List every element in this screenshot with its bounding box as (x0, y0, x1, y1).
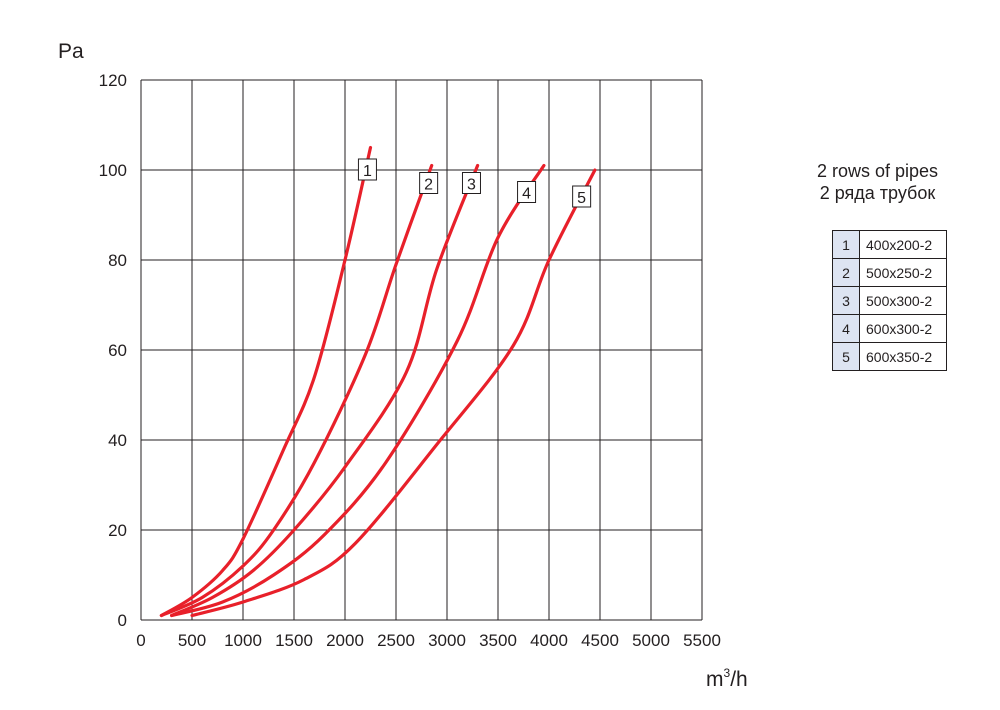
curve-label-3: 3 (461, 172, 481, 194)
series-line-5 (190, 168, 597, 618)
x-tick-label: 0 (136, 631, 145, 650)
curve-label-1: 1 (357, 158, 377, 181)
legend-title-block: 2 rows of pipes 2 ряда трубок (790, 160, 965, 204)
x-tick-label: 3500 (479, 631, 517, 650)
legend-row-number: 3 (832, 286, 860, 315)
y-tick-label: 100 (99, 161, 127, 180)
x-tick-label: 4000 (530, 631, 568, 650)
legend-title-en: 2 rows of pipes (816, 161, 939, 181)
curve-label-box (461, 172, 481, 194)
curve-label-2: 2 (419, 172, 439, 194)
series-line-3 (170, 163, 480, 618)
x-tick-label: 1000 (224, 631, 262, 650)
y-axis-title: Pa (58, 40, 84, 63)
y-tick-label: 0 (118, 611, 127, 630)
curve-label-text: 3 (467, 177, 476, 194)
legend-row-number: 2 (832, 258, 860, 287)
curve-labels: 1 2 3 4 5 (357, 158, 592, 208)
curve-label-box (357, 158, 377, 181)
x-tick-label: 5500 (683, 631, 721, 650)
x-tick-label: 4500 (581, 631, 619, 650)
y-tick-label: 120 (99, 71, 127, 90)
x-tick-label: 2000 (326, 631, 364, 650)
legend-row-size: 600x300-2 (859, 314, 947, 343)
x-tick-label: 5000 (632, 631, 670, 650)
legend-row-number: 1 (832, 230, 860, 259)
x-tick-label: 500 (178, 631, 206, 650)
curve-label-box (572, 185, 592, 208)
curve-label-box (517, 181, 537, 203)
legend-row-size: 600x350-2 (859, 342, 947, 371)
curve-label-5: 5 (572, 185, 592, 208)
curve-label-text: 1 (363, 163, 372, 180)
legend-row-number: 4 (832, 314, 860, 343)
legend-row: 4 600x300-2 (832, 314, 947, 343)
x-axis-title-tail: /h (730, 668, 748, 691)
legend-row: 3 500x300-2 (832, 286, 947, 315)
y-tick-label: 40 (108, 431, 127, 450)
x-tick-label: 1500 (275, 631, 313, 650)
curve-label-4: 4 (517, 181, 537, 203)
grid (140, 79, 703, 621)
curves (159, 145, 597, 618)
tick-labels: 0 500 1000 1500 2000 2500 3000 3500 4000 4500 5000… (99, 71, 721, 650)
x-tick-label: 3000 (428, 631, 466, 650)
legend-row: 2 500x250-2 (832, 258, 947, 287)
series-line-4 (170, 163, 546, 618)
curve-label-text: 4 (522, 186, 531, 203)
x-axis-title: m3/h (706, 666, 748, 691)
curve-label-text: 5 (577, 190, 586, 207)
curve-label-text: 2 (424, 177, 433, 194)
legend-title-ru: 2 ряда трубок (819, 183, 936, 203)
legend-row-size: 500x250-2 (859, 258, 947, 287)
legend-row-number: 5 (832, 342, 860, 371)
legend-row: 1 400x200-2 (832, 230, 947, 259)
legend-row-size: 400x200-2 (859, 230, 947, 259)
x-tick-label: 2500 (377, 631, 415, 650)
x-axis-title-sup: 3 (724, 666, 731, 680)
legend-row-size: 500x300-2 (859, 286, 947, 315)
y-tick-label: 80 (108, 251, 127, 270)
x-axis-title-base: m (706, 668, 724, 691)
series-line-2 (159, 163, 434, 618)
series-line-1 (159, 145, 373, 618)
curve-label-box (419, 172, 439, 194)
legend-table: 1 400x200-2 2 500x250-2 3 500x300-2 4 60… (832, 230, 947, 371)
y-tick-label: 20 (108, 521, 127, 540)
legend-row: 5 600x350-2 (832, 342, 947, 371)
y-tick-label: 60 (108, 341, 127, 360)
